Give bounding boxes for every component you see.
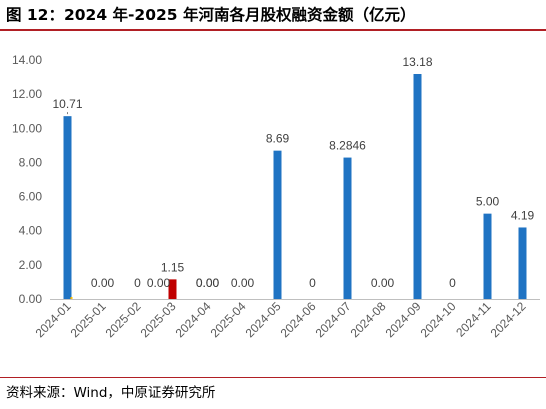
x-tick-label: 2024-04 — [173, 299, 214, 340]
data-label-2024-08: 0.00 — [371, 276, 395, 290]
y-tick-label: 8.00 — [19, 155, 43, 169]
y-tick-label: 0.00 — [19, 292, 43, 306]
y-tick-label: 6.00 — [19, 190, 43, 204]
data-label-2024-11: 5.00 — [476, 195, 500, 209]
x-tick-label: 2024-12 — [488, 299, 529, 340]
data-label-2024-10: 0 — [449, 276, 456, 290]
x-tick-label: 2024-08 — [348, 299, 389, 340]
x-tick-label: 2025-03 — [138, 299, 179, 340]
bar-2025-03 — [168, 279, 177, 299]
title-rule — [0, 29, 546, 31]
data-label-2024-01: 10.71 — [52, 97, 82, 111]
bar-2024-12 — [518, 227, 527, 299]
x-tick-label: 2024-11 — [453, 299, 494, 340]
y-tick-label: 10.00 — [12, 121, 42, 135]
data-label-2024-05: 8.69 — [266, 132, 290, 146]
bar-2024-11 — [483, 213, 492, 299]
x-tick-label: 2024-09 — [383, 299, 424, 340]
extra-label-2025-03: 0.00 — [147, 276, 171, 290]
data-label-2025-04: 0.00 — [231, 276, 255, 290]
data-label-2025-01: 0.00 — [91, 276, 115, 290]
x-tick-label: 2024-06 — [278, 299, 319, 340]
figure-title: 图 12：2024 年-2025 年河南各月股权融资金额（亿元） — [6, 6, 416, 24]
data-label-2024-12: 4.19 — [511, 208, 535, 222]
x-tick-label: 2024-10 — [418, 299, 459, 340]
source-rule — [0, 377, 546, 378]
bar-chart: 0.00 2.00 4.00 6.00 8.00 10.00 12.00 14.00 10.71… — [12, 53, 540, 340]
data-label-2024-07: 8.2846 — [329, 139, 366, 153]
bar-2024-05 — [273, 150, 282, 299]
data-label-2024-06: 0 — [309, 276, 316, 290]
data-label-2025-02: 0 — [134, 276, 141, 290]
data-label-2024-09: 13.18 — [402, 55, 432, 69]
data-label-2024-04: 0.00 — [196, 276, 220, 290]
extra-label-2024-04: 0.00 — [196, 276, 220, 290]
x-tick-label: 2025-01 — [68, 299, 109, 340]
source-note: 资料来源：Wind，中原证券研究所 — [6, 385, 216, 401]
y-tick-label: 12.00 — [12, 87, 42, 101]
bar-2024-01 — [63, 116, 72, 299]
x-tick-label: 2024-07 — [313, 299, 354, 340]
x-tick-label: 2024-05 — [243, 299, 284, 340]
bar-2024-07 — [343, 157, 352, 299]
chart-container: 0.00 2.00 4.00 6.00 8.00 10.00 12.00 14.00 10.71… — [0, 34, 546, 374]
x-tick-label: 2025-02 — [103, 299, 144, 340]
x-tick-label: 2025-04 — [208, 299, 249, 340]
accent-mark — [70, 297, 73, 299]
y-tick-label: 4.00 — [19, 224, 43, 238]
data-label-2025-03: 1.15 — [161, 260, 185, 274]
bar-2024-09 — [413, 73, 422, 300]
y-tick-label: 14.00 — [12, 53, 42, 67]
y-tick-label: 2.00 — [19, 258, 43, 272]
